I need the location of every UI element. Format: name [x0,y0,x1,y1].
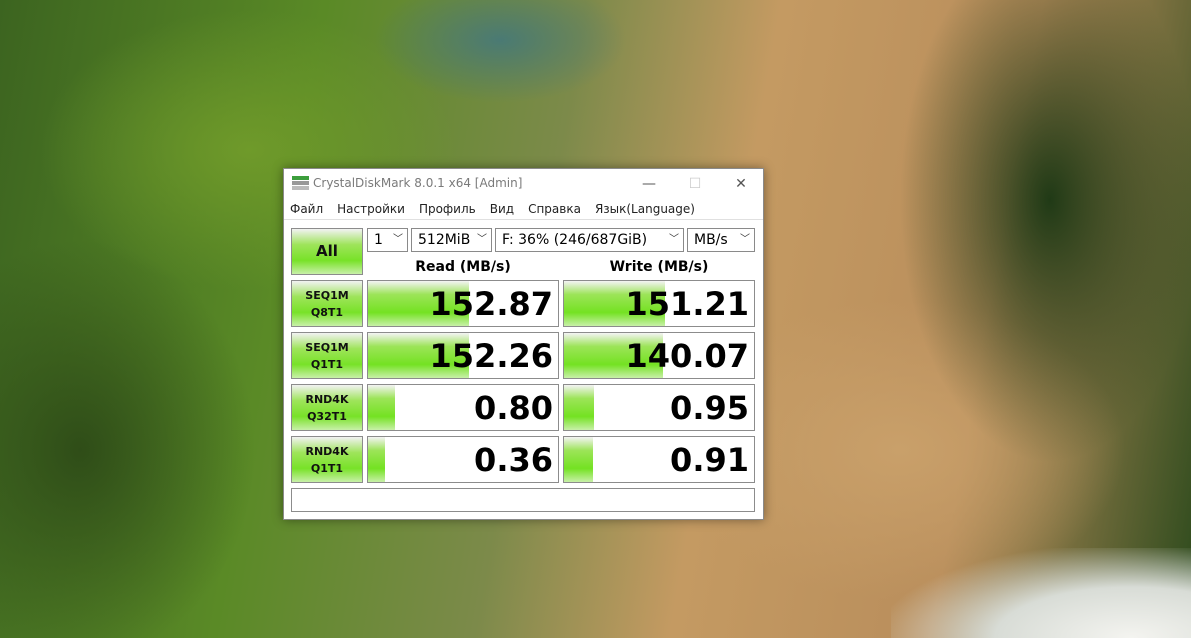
read-result-seq1m-q8t1: 152.87 [367,280,559,327]
read-result-rnd4k-q1t1: 0.36 [367,436,559,483]
test-button-seq1m-q8t1[interactable]: SEQ1M Q8T1 [291,280,363,327]
menu-file[interactable]: Файл [290,202,324,216]
maximize-button[interactable]: ☐ [688,176,702,192]
count-select[interactable]: 1 ﹀ [367,228,408,252]
unit-value: MB/s [694,232,728,248]
menu-view[interactable]: Вид [489,202,515,216]
write-bar [564,437,593,482]
menu-bar: Файл Настройки Профиль Вид Справка Язык(… [284,199,763,220]
test-label-line1: SEQ1M [305,288,349,302]
count-value: 1 [374,232,383,248]
write-header: Write (MB/s) [609,259,709,275]
menu-language[interactable]: Язык(Language) [594,202,695,216]
write-value: 0.91 [670,441,749,479]
test-label-line2: Q8T1 [310,305,344,319]
read-result-seq1m-q1t1: 152.26 [367,332,559,379]
chevron-down-icon: ﹀ [393,234,403,245]
background-surf [891,548,1191,638]
menu-settings[interactable]: Настройки [337,202,405,216]
title-bar[interactable]: CrystalDiskMark 8.0.1 x64 [Admin] — ☐ ✕ [284,169,763,199]
minimize-button[interactable]: — [642,176,656,192]
write-result-rnd4k-q1t1: 0.91 [563,436,755,483]
drive-value: F: 36% (246/687GiB) [502,232,648,248]
status-bar [291,488,755,512]
chevron-down-icon: ﹀ [740,234,750,245]
read-header: Read (MB/s) [415,259,511,275]
read-bar [368,385,395,430]
test-button-rnd4k-q32t1[interactable]: RND4K Q32T1 [291,384,363,431]
crystaldiskmark-window: CrystalDiskMark 8.0.1 x64 [Admin] — ☐ ✕ … [283,168,764,520]
read-result-rnd4k-q32t1: 0.80 [367,384,559,431]
close-button[interactable]: ✕ [735,176,747,192]
all-button[interactable]: All [291,228,363,275]
test-label-line1: SEQ1M [305,340,349,354]
read-value: 152.87 [429,285,553,323]
menu-profile[interactable]: Профиль [418,202,476,216]
test-label-line1: RND4K [305,444,349,458]
test-button-seq1m-q1t1[interactable]: SEQ1M Q1T1 [291,332,363,379]
app-icon [292,176,309,191]
read-value: 0.80 [474,389,553,427]
test-label-line2: Q1T1 [310,461,344,475]
test-button-rnd4k-q1t1[interactable]: RND4K Q1T1 [291,436,363,483]
read-bar [368,281,469,326]
test-label-line2: Q1T1 [310,357,344,371]
write-result-seq1m-q8t1: 151.21 [563,280,755,327]
drive-select[interactable]: F: 36% (246/687GiB) ﹀ [495,228,684,252]
chevron-down-icon: ﹀ [477,234,487,245]
read-value: 0.36 [474,441,553,479]
all-label: All [316,242,338,260]
unit-select[interactable]: MB/s ﹀ [687,228,755,252]
test-label-line2: Q32T1 [307,409,347,423]
write-bar [564,385,595,430]
test-label-line1: RND4K [305,392,349,406]
chevron-down-icon: ﹀ [669,234,679,245]
write-bar [564,333,663,378]
write-result-rnd4k-q32t1: 0.95 [563,384,755,431]
write-value: 140.07 [625,337,749,375]
write-value: 0.95 [670,389,749,427]
read-bar [368,437,386,482]
size-select[interactable]: 512MiB ﹀ [411,228,492,252]
write-bar [564,281,665,326]
read-value: 152.26 [429,337,553,375]
size-value: 512MiB [418,232,471,248]
write-value: 151.21 [625,285,749,323]
read-bar [368,333,469,378]
menu-help[interactable]: Справка [528,202,581,216]
write-result-seq1m-q1t1: 140.07 [563,332,755,379]
window-title: CrystalDiskMark 8.0.1 x64 [Admin] [313,176,523,190]
